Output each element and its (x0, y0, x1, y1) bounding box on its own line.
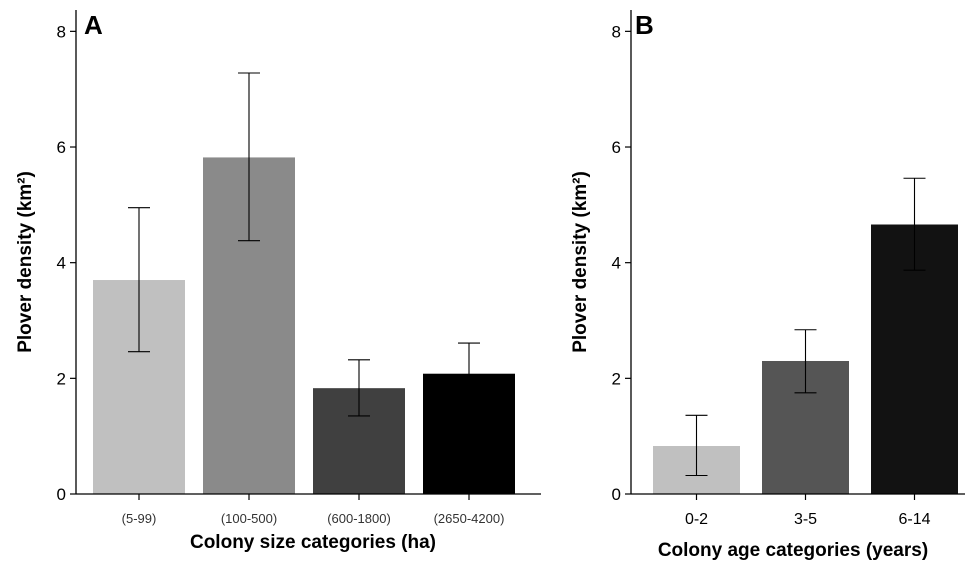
panel-b-y-ticks: 0 2 4 6 8 (612, 22, 631, 504)
panel-a-y-ticks: 0 2 4 6 8 (57, 22, 76, 504)
panel-a-error-bar-3 (348, 359, 370, 417)
panel-a-axes (75, 10, 541, 495)
panel-b-x-tick-label: 0-2 (685, 511, 708, 528)
panel-a-x-tick-label: (5-99) (122, 511, 157, 526)
panel-b-axes (630, 10, 965, 495)
panel-b-y-axis-title: Plover density (km²) (570, 171, 591, 353)
panel-a-y-tick-label: 4 (57, 254, 66, 273)
panel-a-x-tick-label: (2650-4200) (434, 511, 505, 526)
panel-a-error-bar-2 (238, 72, 260, 242)
panel-b-error-bar-1 (685, 414, 708, 477)
panel-b-error-bar-3 (903, 177, 926, 271)
panel-a-y-axis-title: Plover density (km²) (15, 171, 36, 353)
panel-a-x-axis-title: Colony size categories (ha) (190, 532, 436, 553)
panel-b-y-tick-label: 2 (612, 369, 621, 388)
panel-b-y-tick-label: 4 (612, 254, 621, 273)
panel-a-error-bars (128, 72, 480, 417)
panel-b: B Plover density (km²) Colony age catego… (570, 10, 965, 561)
panel-a-x-tick-label: (100-500) (221, 511, 277, 526)
panel-b-x-tick-label: 6-14 (898, 511, 930, 528)
panel-a: A Plover density (km²) Colony size categ… (15, 10, 541, 553)
panel-a-x-tick-label: (600-1800) (327, 511, 391, 526)
panel-a-y-tick-label: 2 (57, 369, 66, 388)
panel-b-x-tick-label: 3-5 (794, 511, 817, 528)
panel-a-error-bar-1 (128, 207, 150, 353)
panel-a-y-tick-label: 6 (57, 138, 66, 157)
panel-b-error-bar-2 (794, 329, 817, 394)
panel-a-label: A (84, 10, 103, 40)
panel-b-y-tick-label: 0 (612, 485, 621, 504)
panel-b-x-axis-title: Colony age categories (years) (658, 540, 928, 561)
panel-b-label: B (635, 10, 654, 40)
panel-a-y-tick-label: 0 (57, 485, 66, 504)
panel-b-y-tick-label: 8 (612, 22, 621, 41)
panel-a-y-tick-label: 8 (57, 22, 66, 41)
panel-b-x-ticks: 0-2 3-5 6-14 (685, 494, 931, 528)
panel-a-bars (93, 157, 515, 494)
panel-a-x-ticks: (5-99) (100-500) (600-1800) (2650-4200) (122, 494, 505, 526)
panel-b-error-bars (685, 177, 926, 477)
panel-a-error-bar-4 (458, 342, 480, 403)
panel-b-y-tick-label: 6 (612, 138, 621, 157)
